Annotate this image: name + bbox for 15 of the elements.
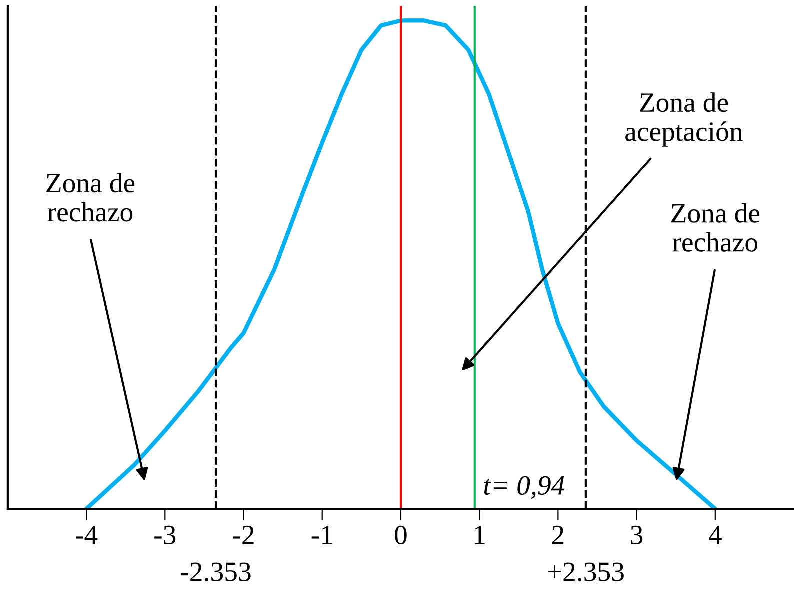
x-tick-label: -1 [312,526,332,544]
ref-line-label: t= 0,94 [484,476,565,500]
x-tick-label: 4 [708,526,722,544]
ref-line-label: +2.353 [548,562,624,582]
annotation: Zona de rechazo [46,173,135,222]
annotation: Zona de rechazo [672,203,760,252]
x-tick-label: -3 [154,526,176,545]
x-tick-label: -2 [233,526,254,544]
x-tick-label: -4 [76,526,98,544]
x-tick-label: 0 [395,526,407,545]
x-tick-label: 1 [475,526,485,544]
ref-line-label: -2.353 [181,562,251,582]
annotation: Zona de aceptación [626,92,743,147]
x-tick-label: 3 [631,526,643,545]
x-tick-label: 2 [552,526,564,544]
